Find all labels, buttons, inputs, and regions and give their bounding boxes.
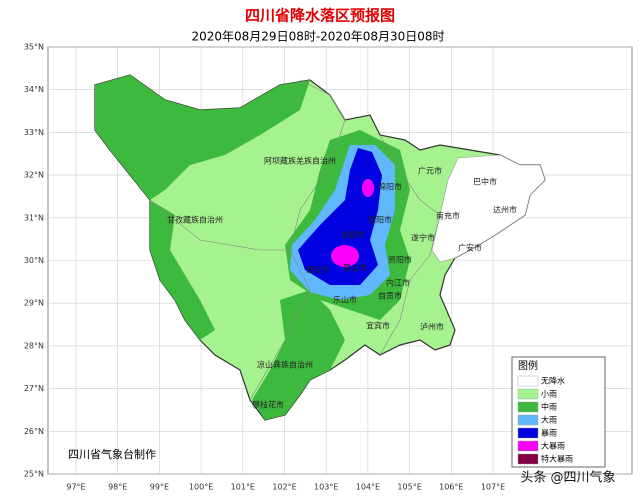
legend-label: 中雨 xyxy=(541,402,557,412)
lat-label: 30°N xyxy=(24,256,44,265)
legend-swatch xyxy=(517,427,539,439)
place-label: 巴中市 xyxy=(473,177,497,187)
lon-label: 99°E xyxy=(150,483,169,492)
place-label: 南充市 xyxy=(436,211,460,221)
moderate-rain-nw xyxy=(95,75,310,200)
watermark: 头条 @四川气象 xyxy=(520,470,615,486)
legend-label: 大雨 xyxy=(541,415,557,425)
lon-label: 97°E xyxy=(66,483,85,492)
legend-label: 无降水 xyxy=(541,376,565,386)
legend-swatch xyxy=(517,375,539,387)
place-label: 泸州市 xyxy=(420,322,444,332)
subtitle: 2020年08月29日08时-2020年08月30日08时 xyxy=(191,30,444,44)
legend-title: 图例 xyxy=(518,359,538,372)
heavy-rainstorm-b xyxy=(362,179,374,197)
place-label: 雅安市 xyxy=(306,265,330,275)
place-label: 资阳市 xyxy=(388,255,412,265)
admin-boundary xyxy=(289,79,346,251)
lon-label: 103°E xyxy=(314,483,338,492)
lon-label: 100°E xyxy=(189,483,213,492)
place-label: 攀枝花市 xyxy=(252,400,284,410)
lon-label: 106°E xyxy=(439,483,463,492)
admin-boundary xyxy=(379,134,441,356)
lat-label: 27°N xyxy=(24,384,44,393)
place-label: 绵阳市 xyxy=(378,182,402,192)
lat-label: 34°N xyxy=(24,85,44,94)
place-label: 内江市 xyxy=(386,278,410,288)
lat-label: 35°N xyxy=(24,43,44,52)
moderate-rain-south xyxy=(252,290,345,420)
lon-label: 105°E xyxy=(397,483,421,492)
legend-swatch xyxy=(517,401,539,413)
lat-label: 29°N xyxy=(24,299,44,308)
lon-label: 104°E xyxy=(356,483,380,492)
place-label: 乐山市 xyxy=(333,295,357,305)
moderate-rain-w xyxy=(150,200,215,340)
place-label: 达州市 xyxy=(493,205,517,215)
legend-swatch xyxy=(517,388,539,400)
lon-label: 101°E xyxy=(231,483,255,492)
heavy-rainstorm-a xyxy=(331,245,359,267)
place-label: 成都市 xyxy=(341,230,365,240)
lat-label: 31°N xyxy=(24,213,44,222)
legend-label: 暴雨 xyxy=(541,429,557,438)
place-label: 德阳市 xyxy=(368,215,392,225)
title: 四川省降水落区预报图 xyxy=(245,7,395,25)
lon-label: 98°E xyxy=(108,483,127,492)
place-label: 凉山彝族自治州 xyxy=(257,360,313,370)
place-label: 眉山市 xyxy=(343,263,367,273)
no-rain-area xyxy=(431,154,546,263)
legend-swatch xyxy=(517,453,539,465)
lat-label: 33°N xyxy=(24,128,44,137)
place-label: 遂宁市 xyxy=(411,233,435,243)
legend-swatch xyxy=(517,440,539,452)
place-label: 广安市 xyxy=(458,243,482,253)
place-label: 广元市 xyxy=(418,166,442,176)
lat-label: 32°N xyxy=(24,171,44,180)
lat-label: 26°N xyxy=(24,427,44,436)
legend-label: 小雨 xyxy=(541,390,557,399)
place-label: 自贡市 xyxy=(378,291,402,301)
lon-label: 102°E xyxy=(272,483,296,492)
credit: 四川省气象台制作 xyxy=(68,447,156,461)
lat-label: 25°N xyxy=(24,470,44,479)
place-label: 宜宾市 xyxy=(366,321,390,331)
lon-label: 107°E xyxy=(481,483,505,492)
lat-label: 28°N xyxy=(24,341,44,350)
place-label: 甘孜藏族自治州 xyxy=(167,215,223,225)
legend-label: 特大暴雨 xyxy=(541,454,573,464)
legend-label: 大暴雨 xyxy=(541,441,565,451)
legend-swatch xyxy=(517,414,539,426)
admin-boundary xyxy=(149,199,311,401)
rainstorm xyxy=(298,148,382,285)
place-label: 阿坝藏族羌族自治州 xyxy=(264,156,336,166)
